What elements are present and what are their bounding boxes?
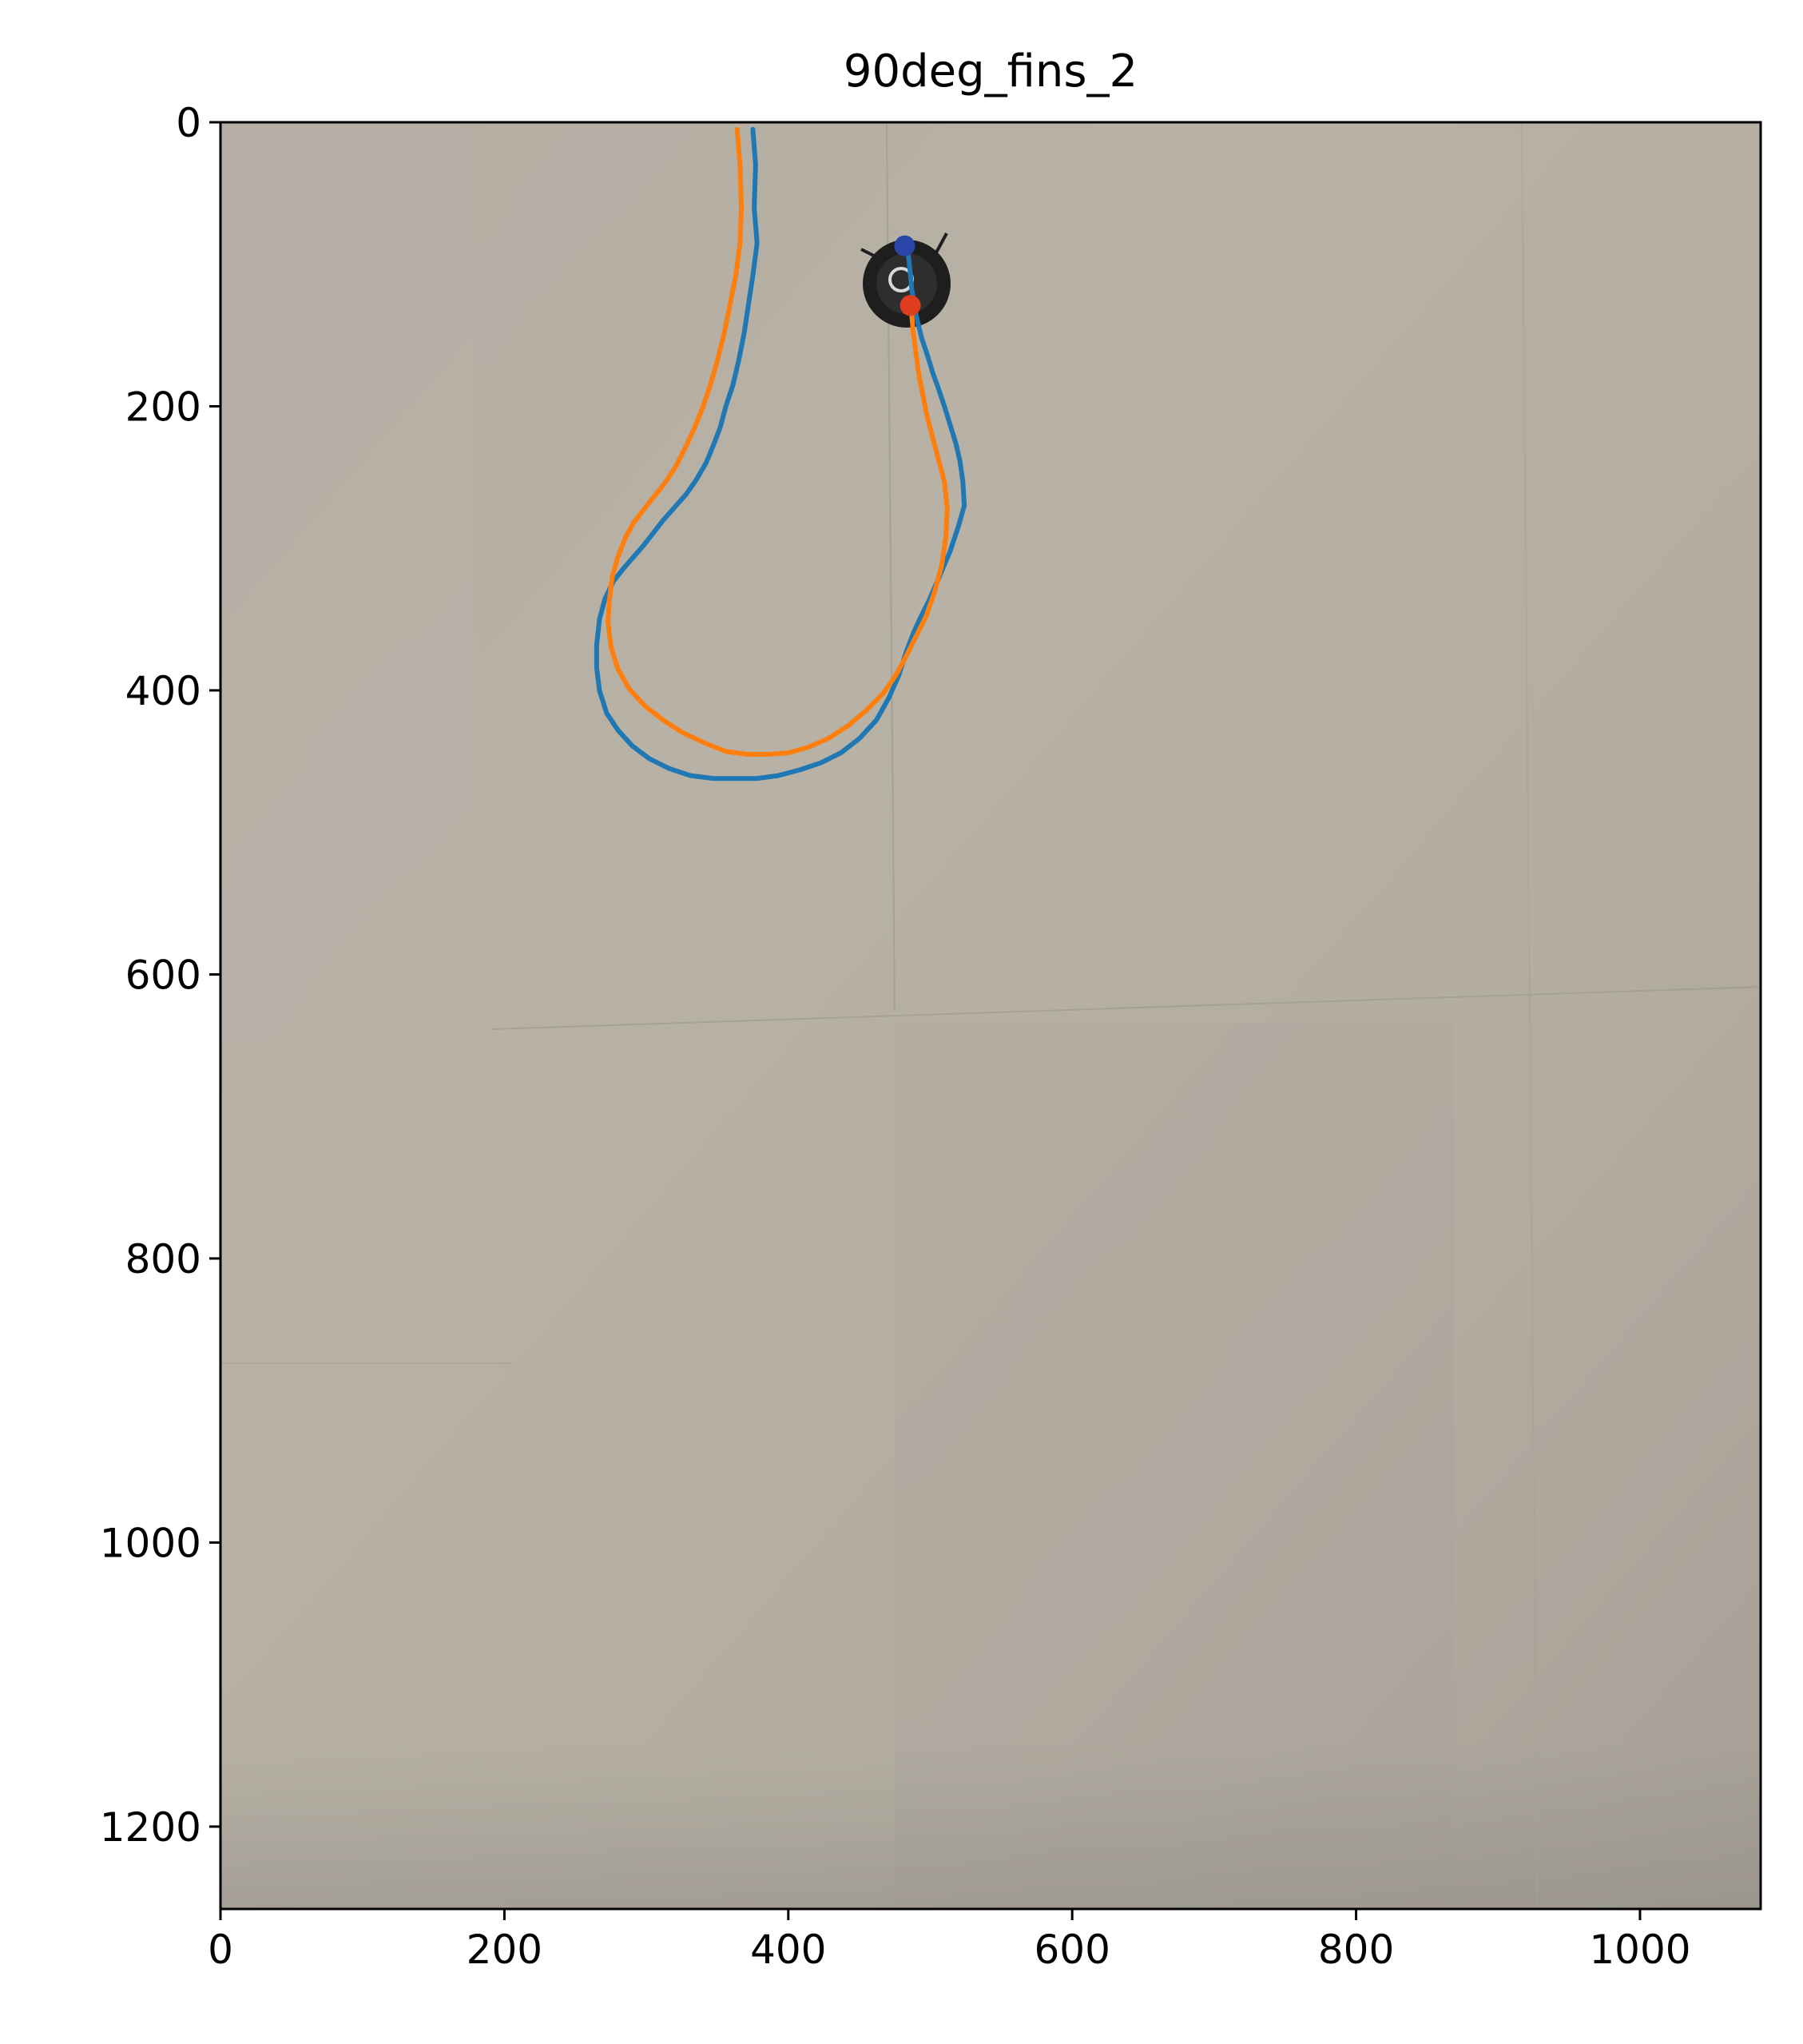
- x-tick-label: 800: [1318, 1927, 1394, 1973]
- series-line-1: [594, 126, 967, 781]
- y-tick-label: 1000: [100, 1520, 201, 1566]
- y-axis: 0 200 400 600 800 1000 1200: [100, 100, 220, 1851]
- x-tick-label: 1000: [1589, 1927, 1690, 1973]
- marker-1: [900, 295, 921, 316]
- x-axis: 0 200 400 600 800 1000: [208, 1909, 1691, 1973]
- y-tick-label: 1200: [100, 1804, 201, 1851]
- x-tick-label: 0: [208, 1927, 233, 1973]
- x-tick-label: 200: [467, 1927, 542, 1973]
- axes-frame: [219, 121, 1762, 1911]
- series-layer: [594, 126, 967, 781]
- y-tick-label: 800: [125, 1236, 201, 1282]
- chart-title: 90deg_fins_2: [844, 46, 1138, 97]
- x-tick-label: 400: [750, 1927, 826, 1973]
- y-tick-label: 0: [176, 100, 201, 146]
- y-tick-label: 600: [125, 952, 201, 998]
- y-tick-label: 200: [125, 384, 201, 430]
- floor-photo: [220, 122, 1761, 1909]
- marker-2: [894, 235, 915, 256]
- x-tick-label: 600: [1034, 1927, 1110, 1973]
- series-line-2: [606, 126, 950, 757]
- y-tick-label: 400: [125, 668, 201, 714]
- marker-layer: [894, 235, 921, 316]
